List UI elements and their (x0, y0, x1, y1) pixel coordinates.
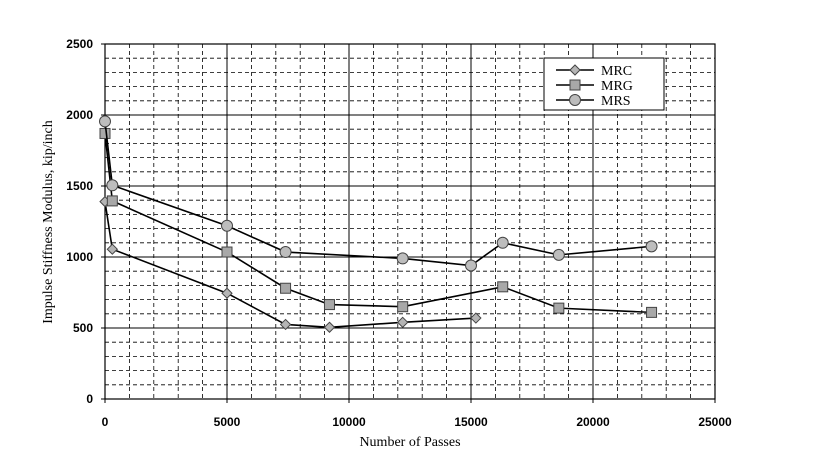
grid-lines (105, 44, 715, 399)
data-point-mrs (396, 252, 409, 265)
data-point-mrg (397, 301, 409, 313)
y-tick-label: 2000 (66, 108, 93, 122)
plot-frame (104, 43, 716, 400)
legend-label-mrs: MRS (601, 94, 631, 109)
y-tick-label: 0 (86, 392, 93, 406)
legend-marker-mrs (569, 94, 581, 106)
y-tick-label: 500 (73, 321, 93, 335)
series-mrg (99, 127, 658, 318)
y-tick-label: 1500 (66, 179, 93, 193)
y-axis-title: Impulse Stiffness Modulus, kip/inch (41, 120, 56, 324)
y-tick-label: 1000 (66, 250, 93, 264)
data-point-mrs (106, 179, 119, 192)
x-tick-label: 5000 (214, 415, 241, 429)
data-point-mrc (106, 243, 119, 255)
legend-label-mrc: MRC (601, 64, 632, 79)
data-point-mrg (553, 302, 565, 314)
axes: 0 5000 10000 15000 20000 25000 0 500 1000 1500 200… (66, 37, 732, 429)
data-point-mrg (646, 306, 658, 318)
data-point-mrc (470, 312, 482, 324)
data-point-mrg (99, 127, 111, 139)
data-point-mrs (99, 115, 111, 128)
data-point-mrc (279, 318, 292, 331)
series-group (99, 115, 658, 333)
data-point-mrg (106, 195, 118, 207)
legend-marker-mrg (569, 79, 581, 91)
x-tick-label: 15000 (454, 415, 488, 429)
data-point-mrc (323, 321, 336, 333)
data-point-mrc (396, 316, 409, 329)
series-mrs (99, 115, 658, 272)
x-tick-label: 20000 (576, 415, 610, 429)
x-tick-label: 25000 (698, 415, 732, 429)
data-point-mrs (279, 246, 292, 259)
data-point-mrs (465, 259, 477, 272)
data-point-mrg (221, 246, 233, 258)
data-point-mrs (221, 219, 233, 232)
legend-marker-mrc (569, 64, 581, 76)
legend-label-mrg: MRG (601, 79, 633, 94)
data-point-mrs (496, 236, 509, 249)
x-tick-label: 0 (102, 415, 109, 429)
series-mrc (99, 195, 482, 333)
legend-box (543, 57, 665, 111)
data-point-mrg (280, 282, 292, 294)
series-line-mrc (104, 201, 476, 329)
data-point-mrc (221, 287, 233, 299)
x-tick-label: 10000 (332, 415, 366, 429)
data-point-mrs (645, 240, 658, 253)
x-axis-title: Number of Passes (359, 435, 460, 450)
y-tick-label: 2500 (66, 37, 93, 51)
data-point-mrg (497, 281, 509, 293)
data-point-mrg (323, 299, 335, 311)
data-point-mrs (552, 248, 565, 261)
